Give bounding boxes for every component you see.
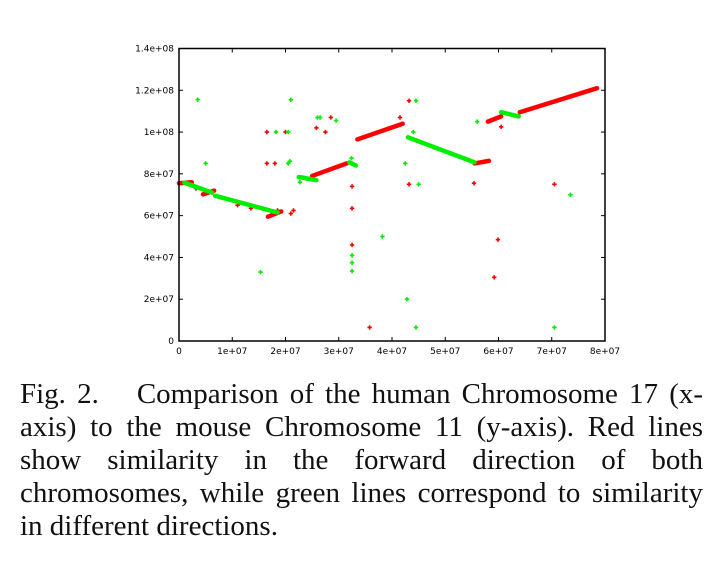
x-axis: 0 1e+07 2e+07 3e+07 4e+07 5e+07 6e+07 7e+07 8e+0…: [176, 48, 620, 357]
similarity-point: [552, 325, 557, 330]
similarity-point: [349, 242, 355, 248]
figure-label: Fig. 2.: [20, 378, 99, 410]
similarity-point: [288, 97, 294, 102]
similarity-point: [380, 234, 385, 239]
similarity-point: [475, 119, 480, 124]
similarity-point: [416, 182, 421, 187]
similarity-point: [264, 161, 270, 166]
similarity-segment: [498, 109, 521, 119]
similarity-point: [203, 161, 208, 166]
plot-frame: [178, 47, 606, 342]
similarity-point: [413, 325, 419, 330]
y-tick-label: 8e+07: [144, 170, 174, 180]
similarity-point: [349, 206, 355, 211]
similarity-point: [195, 97, 200, 102]
y-tick-label: 1e+08: [144, 128, 175, 138]
similarity-point: [403, 161, 408, 166]
chromosome-comparison-plot: 0 1e+07 2e+07 3e+07 4e+07 5e+07 6e+07 7e+07 8e+0…: [135, 45, 620, 358]
similarity-segment: [347, 160, 359, 168]
similarity-point: [349, 184, 355, 189]
similarity-point: [264, 129, 270, 135]
similarity-point: [288, 211, 294, 216]
similarity-point: [349, 260, 355, 265]
similarity-point: [411, 129, 416, 135]
x-tick-label: 0: [176, 347, 182, 357]
similarity-point: [317, 115, 323, 120]
similarity-point: [333, 118, 339, 123]
similarity-point: [285, 129, 291, 135]
similarity-point: [552, 182, 557, 187]
y-tick-label: 2e+07: [144, 295, 174, 305]
similarity-point: [349, 268, 355, 274]
similarity-segment: [517, 85, 600, 115]
similarity-segment: [182, 180, 215, 195]
similarity-point: [349, 155, 354, 161]
similarity-point: [404, 297, 410, 302]
y-tick-label: 0: [168, 337, 174, 347]
similarity-point: [328, 115, 333, 120]
similarity-point: [495, 237, 501, 242]
y-tick-label: 1.2e+08: [135, 86, 174, 96]
similarity-segment: [472, 158, 492, 166]
x-tick-label: 4e+07: [377, 347, 407, 357]
similarity-point: [323, 129, 328, 135]
caption-text: Comparison of the human Chromosome 17 (x…: [20, 378, 704, 542]
similarity-point: [413, 98, 419, 103]
y-tick-label: 6e+07: [144, 212, 174, 222]
x-tick-label: 1e+07: [217, 347, 247, 357]
similarity-point: [272, 161, 278, 166]
similarity-segment: [355, 121, 405, 142]
similarity-point: [258, 269, 263, 275]
x-tick-label: 3e+07: [324, 347, 354, 357]
similarity-point: [406, 98, 412, 103]
y-tick-label: 4e+07: [144, 253, 174, 263]
similarity-point: [492, 275, 497, 280]
similarity-segment: [296, 174, 319, 183]
y-tick-label: 1.4e+08: [135, 45, 174, 55]
y-axis: 0 2e+07 4e+07 6e+07 8e+07 1e+08 1.2e+08 1.4e+08: [135, 45, 605, 347]
similarity-point: [397, 115, 403, 120]
similarity-point: [287, 159, 292, 164]
figure-caption: Fig. 2. Comparison of the human Chromosom…: [20, 378, 703, 543]
similarity-segment: [309, 161, 349, 179]
similarity-point: [498, 124, 504, 130]
plot-marks: [176, 85, 600, 330]
similarity-segment: [485, 114, 504, 124]
x-tick-label: 7e+07: [537, 347, 567, 357]
similarity-point: [367, 325, 372, 330]
series-reverse-green: [182, 97, 573, 330]
similarity-point: [406, 182, 412, 187]
similarity-segment: [212, 193, 280, 215]
similarity-point: [568, 192, 573, 197]
similarity-point: [471, 181, 477, 186]
similarity-point: [349, 253, 355, 258]
similarity-segment: [405, 135, 477, 165]
x-tick-label: 6e+07: [483, 347, 513, 357]
similarity-point: [291, 208, 296, 213]
similarity-point: [273, 129, 279, 135]
series-forward-red: [176, 85, 600, 330]
similarity-point: [297, 180, 303, 185]
similarity-point: [314, 125, 319, 131]
x-tick-label: 5e+07: [430, 347, 460, 357]
x-tick-label: 2e+07: [270, 347, 300, 357]
x-tick-label: 8e+07: [590, 347, 620, 357]
